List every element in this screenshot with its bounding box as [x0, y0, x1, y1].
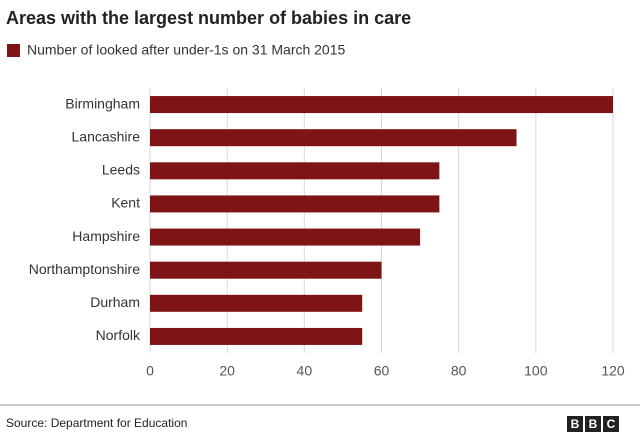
x-tick-label: 40 — [297, 363, 313, 379]
y-tick-label: Northamptonshire — [29, 261, 140, 277]
bar — [150, 327, 363, 345]
y-tick-label: Leeds — [102, 162, 140, 178]
x-tick-label: 80 — [451, 363, 467, 379]
logo-letter: B — [589, 417, 598, 431]
x-tick-label: 120 — [601, 363, 625, 379]
bar — [150, 294, 363, 312]
y-tick-label: Kent — [111, 195, 140, 211]
y-tick-label: Norfolk — [96, 327, 141, 343]
bar — [150, 129, 517, 147]
bar — [150, 195, 440, 213]
x-tick-label: 100 — [524, 363, 548, 379]
x-tick-label: 60 — [374, 363, 390, 379]
legend-label: Number of looked after under-1s on 31 Ma… — [27, 42, 346, 58]
y-tick-label: Birmingham — [65, 95, 140, 111]
x-tick-label: 0 — [146, 363, 154, 379]
bar — [150, 261, 382, 279]
x-tick-label: 20 — [219, 363, 235, 379]
logo-box — [603, 416, 619, 432]
logo-letter: B — [571, 417, 580, 431]
y-tick-label: Hampshire — [72, 228, 140, 244]
y-tick-label: Durham — [90, 294, 140, 310]
logo-letter: C — [607, 417, 616, 431]
y-tick-label: Lancashire — [72, 128, 141, 144]
bar — [150, 96, 613, 114]
bar — [150, 162, 440, 180]
legend-swatch — [7, 44, 20, 57]
source: Source: Department for Education — [6, 416, 187, 430]
bar — [150, 228, 421, 246]
logo-box — [585, 416, 601, 432]
chart-title: Areas with the largest number of babies … — [6, 8, 411, 28]
logo-box — [567, 416, 583, 432]
